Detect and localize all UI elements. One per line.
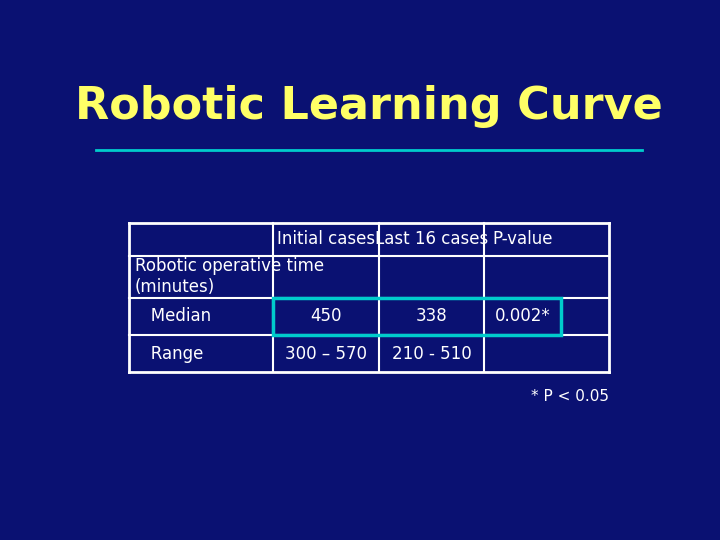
Text: Last 16 cases: Last 16 cases [374, 230, 488, 248]
Text: 338: 338 [415, 307, 447, 326]
Text: Median: Median [135, 307, 211, 326]
Text: 450: 450 [310, 307, 341, 326]
Text: 300 – 570: 300 – 570 [285, 345, 366, 363]
Text: P-value: P-value [492, 230, 553, 248]
Text: Robotic Learning Curve: Robotic Learning Curve [75, 85, 663, 128]
Text: * P < 0.05: * P < 0.05 [531, 389, 609, 404]
Text: Initial cases: Initial cases [276, 230, 375, 248]
Text: Robotic operative time
(minutes): Robotic operative time (minutes) [135, 257, 324, 296]
Text: Range: Range [135, 345, 203, 363]
Text: 210 - 510: 210 - 510 [392, 345, 472, 363]
Text: 0.002*: 0.002* [495, 307, 550, 326]
